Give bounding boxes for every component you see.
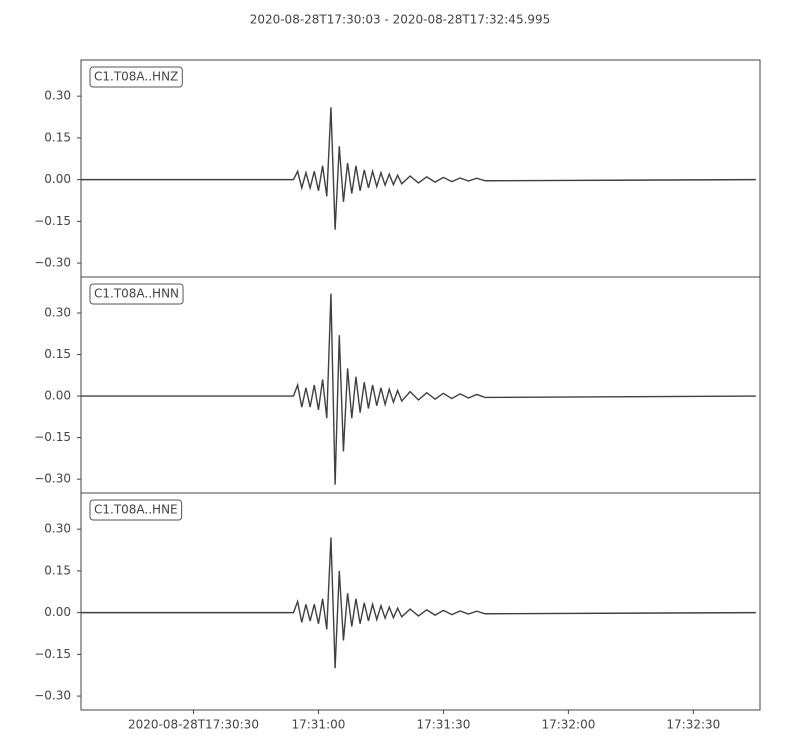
y-tick-label: 0.15 (44, 347, 71, 361)
x-tick-label: 17:32:30 (666, 718, 720, 732)
y-tick-label: 0.30 (44, 89, 71, 103)
x-tick-label: 17:31:00 (291, 718, 345, 732)
waveform (81, 107, 756, 230)
y-tick-label: −0.30 (34, 689, 71, 703)
y-tick-label: −0.15 (34, 214, 71, 228)
y-tick-label: 0.30 (44, 306, 71, 320)
y-tick-label: 0.30 (44, 522, 71, 536)
axes-frame (80, 492, 761, 711)
legend-box (89, 283, 184, 305)
y-tick-label: −0.30 (34, 472, 71, 486)
legend-box (89, 66, 183, 88)
legend-label: C1.T08A..HNZ (94, 70, 178, 84)
x-tick-label: 17:31:30 (416, 718, 470, 732)
y-tick-label: 0.00 (44, 389, 71, 403)
axes-frame (80, 276, 761, 494)
waveform (81, 293, 756, 485)
y-tick-label: 0.00 (44, 605, 71, 619)
axes-frame (80, 59, 761, 278)
legend-label: C1.T08A..HNN (94, 287, 179, 301)
legend-label: C1.T08A..HNE (94, 503, 178, 517)
y-tick-label: 0.00 (44, 172, 71, 186)
y-tick-label: −0.15 (34, 430, 71, 444)
x-tick-label: 17:32:00 (541, 718, 595, 732)
y-tick-label: 0.15 (44, 563, 71, 577)
figure-title: 2020-08-28T17:30:03 - 2020-08-28T17:32:4… (250, 13, 551, 27)
y-tick-label: −0.30 (34, 256, 71, 270)
waveform (81, 537, 756, 669)
x-tick-label: 2020-08-28T17:30:30 (128, 718, 259, 732)
y-tick-label: 0.15 (44, 130, 71, 144)
y-tick-label: −0.15 (34, 647, 71, 661)
legend-box (89, 499, 183, 521)
